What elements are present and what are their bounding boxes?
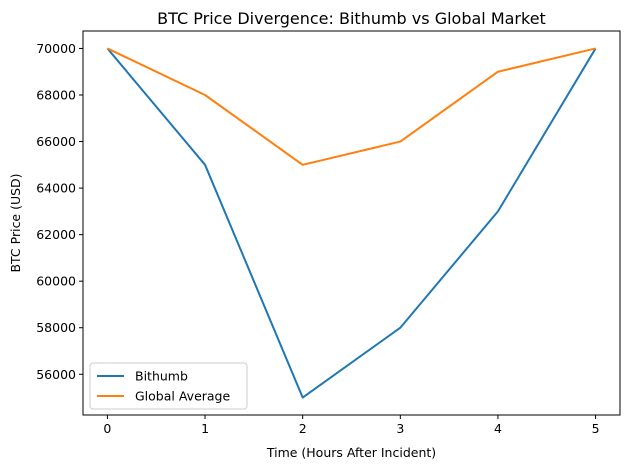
- y-tick-label: 66000: [36, 134, 76, 149]
- x-tick-label: 5: [592, 421, 600, 436]
- y-axis: 56000 58000 60000 62000 64000 66000 68000 70000: [36, 41, 83, 382]
- y-tick-label: 60000: [36, 274, 76, 289]
- series-line-global-average: [106, 47, 596, 166]
- legend-label-global-average: Global Average: [135, 389, 230, 404]
- x-tick-label: 3: [396, 421, 404, 436]
- x-tick-label: 0: [103, 421, 111, 436]
- y-tick-label: 58000: [36, 320, 76, 335]
- x-axis: 0 1 2 3 4 5: [103, 415, 600, 436]
- series-lines: [106, 47, 597, 399]
- x-tick-label: 1: [201, 421, 209, 436]
- chart-title: BTC Price Divergence: Bithumb vs Global …: [157, 9, 546, 28]
- y-tick-label: 68000: [36, 88, 76, 103]
- x-tick-label: 4: [494, 421, 502, 436]
- y-tick-label: 56000: [36, 367, 76, 382]
- x-axis-label: Time (Hours After Incident): [266, 445, 436, 460]
- series-line-bithumb: [106, 47, 597, 399]
- legend-frame: [89, 362, 248, 410]
- y-tick-label: 70000: [36, 41, 76, 56]
- y-tick-label: 62000: [36, 227, 76, 242]
- y-tick-label: 64000: [36, 181, 76, 196]
- y-axis-label: BTC Price (USD): [8, 173, 23, 272]
- plot-area: [82, 30, 621, 416]
- x-tick-label: 2: [299, 421, 307, 436]
- legend: Bithumb Global Average: [89, 362, 248, 410]
- legend-label-bithumb: Bithumb: [135, 369, 188, 384]
